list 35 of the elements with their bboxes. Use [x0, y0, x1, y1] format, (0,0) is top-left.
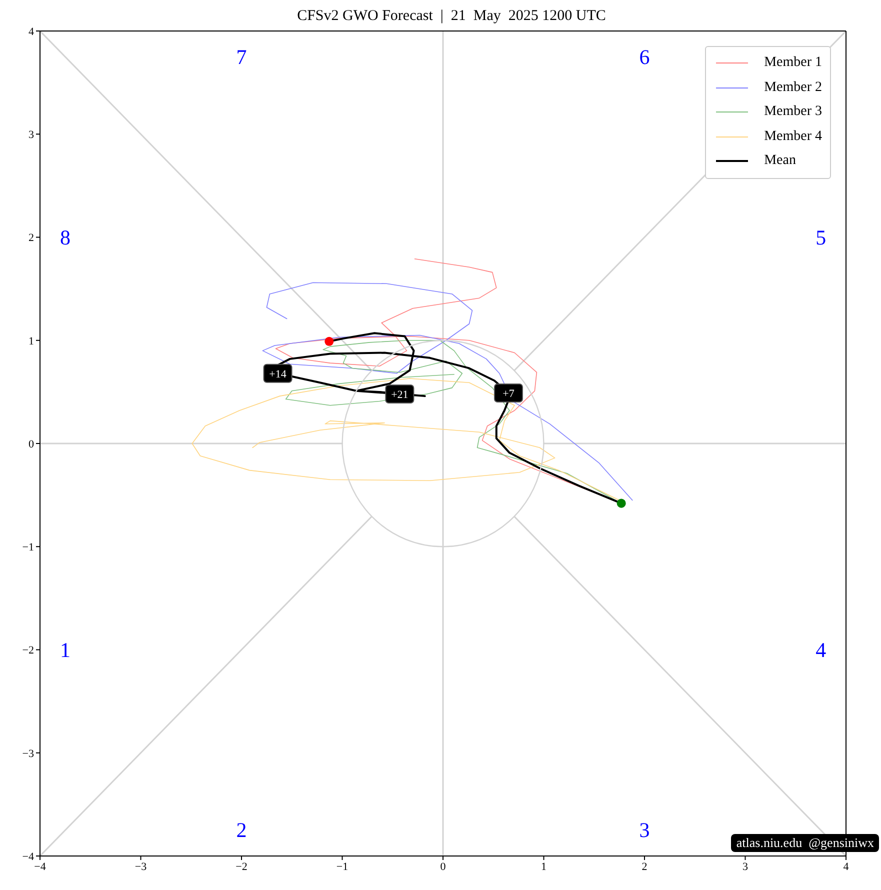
annotation: atlas.niu.edu @gensiniwx — [731, 834, 879, 852]
x-tick-label: 1 — [541, 860, 546, 873]
legend-label: Member 2 — [764, 80, 822, 96]
legend-label: Member 3 — [764, 104, 822, 120]
annotation: 3 — [639, 818, 650, 842]
x-tick-label: 3 — [742, 860, 748, 873]
y-tick-label: 4 — [28, 26, 34, 38]
legend-label: Member 4 — [764, 128, 822, 145]
annotation: 6 — [639, 44, 650, 69]
y-tick-label: 0 — [28, 438, 34, 450]
annotation: 2 — [236, 818, 247, 842]
legend-label: Mean — [764, 153, 796, 170]
annotation: 1 — [60, 638, 70, 662]
annotation: 7 — [236, 44, 247, 69]
x-tick-label: 4 — [843, 860, 850, 873]
y-tick-label: 3 — [28, 129, 34, 142]
annotation: 4 — [816, 638, 827, 662]
x-tick-label: 2 — [642, 860, 648, 873]
x-tick-label: 0 — [440, 860, 446, 873]
x-tick-label: −1 — [336, 860, 348, 873]
annotation: 8 — [60, 225, 70, 250]
annotation: 5 — [816, 225, 826, 250]
y-tick-label: −2 — [22, 644, 34, 657]
x-tick-label: −3 — [134, 860, 148, 873]
y-tick-label: 1 — [28, 335, 34, 348]
y-tick-label: −1 — [22, 542, 34, 554]
y-tick-label: −3 — [22, 748, 34, 760]
y-tick-label: 2 — [28, 232, 34, 244]
legend-label: Member 1 — [764, 55, 822, 72]
chart-title: CFSv2 GWO Forecast | 21 May 2025 1200 UTC — [296, 8, 607, 25]
point — [324, 336, 334, 346]
line-series — [262, 282, 633, 501]
x-tick-label: −2 — [236, 860, 248, 873]
point — [616, 498, 626, 508]
y-tick-label: −4 — [22, 850, 34, 863]
